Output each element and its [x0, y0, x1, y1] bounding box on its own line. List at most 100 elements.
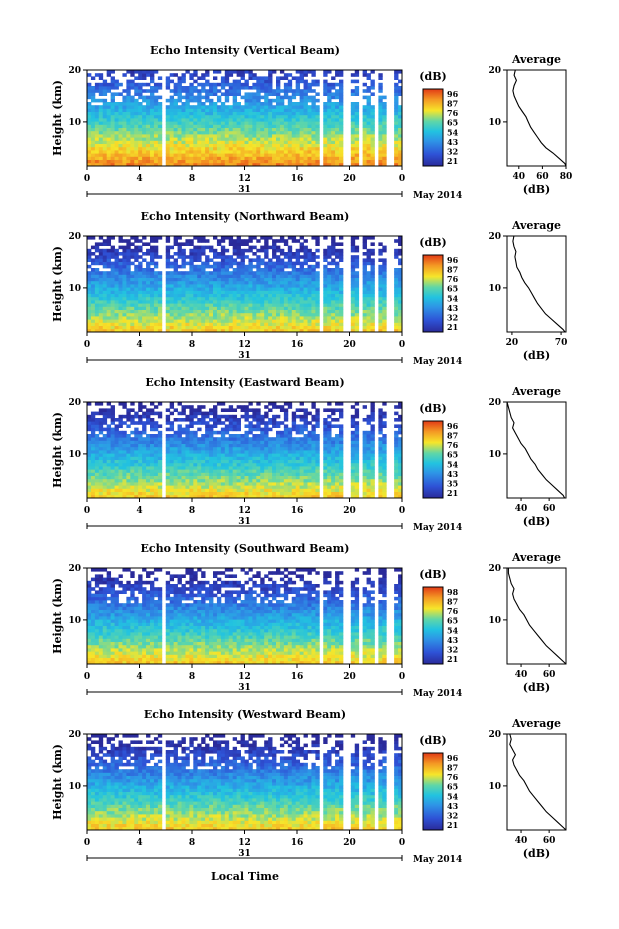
heatmap-cell [177, 284, 182, 288]
heatmap-cell [173, 124, 178, 128]
heatmap-cell [142, 424, 147, 428]
heatmap-cell [276, 105, 281, 109]
average-x-tick-label: 60 [536, 172, 549, 182]
heatmap-cell [366, 156, 371, 160]
heatmap-cell [378, 89, 383, 93]
heatmap-cell [134, 316, 139, 320]
heatmap-cell [228, 408, 234, 412]
heatmap-cell [228, 443, 234, 448]
heatmap-cell [181, 296, 186, 301]
heatmap-cell [209, 82, 214, 87]
heatmap-cell [272, 130, 277, 135]
heatmap-cell [394, 86, 399, 90]
heatmap-cell [236, 488, 241, 492]
heatmap-cell [260, 146, 265, 151]
heatmap-cell [236, 245, 241, 250]
heatmap-cell [272, 98, 277, 103]
heatmap-cell [134, 434, 139, 438]
heatmap-cell [303, 248, 308, 253]
heatmap-cell [197, 408, 202, 412]
heatmap-cell [307, 280, 312, 285]
heatmap-cell [102, 82, 108, 87]
heatmap-cell [240, 293, 245, 298]
heatmap-cell [264, 102, 269, 106]
heatmap-cell [287, 124, 293, 128]
heatmap-cell [287, 137, 293, 141]
heatmap-cell [394, 127, 399, 132]
heatmap-cell [260, 462, 265, 467]
heatmap-cell [228, 434, 234, 438]
heatmap-cell [244, 143, 249, 148]
heatmap-cell [287, 277, 293, 282]
heatmap-cell [283, 89, 289, 93]
heatmap-cell [244, 248, 249, 253]
heatmap-cell [256, 137, 261, 141]
heatmap-cell [350, 130, 356, 135]
heatmap-cell [213, 306, 218, 310]
heatmap-cell [362, 277, 367, 282]
heatmap-cell [122, 248, 127, 253]
heatmap-cell [173, 111, 178, 116]
heatmap-cell [193, 153, 198, 157]
heatmap-cell [220, 328, 226, 333]
heatmap-cell [240, 162, 245, 167]
heatmap-cell [110, 86, 115, 90]
heatmap-cell [382, 140, 387, 144]
heatmap-cell [189, 82, 194, 87]
heatmap-cell [315, 271, 320, 275]
heatmap-cell [224, 478, 230, 483]
heatmap-cell [236, 162, 241, 167]
heatmap-cell [378, 284, 383, 288]
heatmap-cell [272, 287, 277, 291]
heatmap-cell [315, 82, 320, 87]
heatmap-cell [157, 411, 163, 416]
heatmap-cell [378, 127, 383, 132]
heatmap-cell [244, 264, 249, 269]
heatmap-cell [252, 424, 257, 428]
heatmap-cell [150, 162, 155, 167]
heatmap-cell [256, 255, 261, 259]
heatmap-cell [240, 95, 245, 100]
heatmap-cell [153, 312, 159, 317]
heatmap-cell [228, 239, 234, 243]
heatmap-cell [98, 153, 104, 157]
heatmap-cell [287, 73, 293, 77]
heatmap-cell [228, 114, 234, 119]
heatmap-cell [331, 287, 336, 291]
heatmap-cell [87, 482, 92, 486]
heatmap-cell [248, 309, 253, 314]
heatmap-cell [382, 296, 387, 301]
colorbar-tick-label: 32 [447, 146, 458, 156]
heatmap-cell [291, 306, 297, 310]
heatmap-cell [130, 146, 135, 151]
heatmap-cell [240, 284, 245, 288]
heatmap-cell [394, 252, 399, 256]
heatmap-cell [189, 274, 194, 278]
heatmap-cell [98, 121, 104, 125]
heatmap-cell [256, 450, 261, 454]
heatmap-cell [279, 130, 285, 135]
heatmap-cell [94, 280, 100, 285]
heatmap-cell [146, 143, 151, 148]
heatmap-cell [378, 252, 383, 256]
heatmap-cell [315, 293, 320, 298]
heatmap-cell [335, 268, 340, 272]
heatmap-cell [236, 472, 241, 476]
heatmap-cell [197, 92, 202, 96]
heatmap-cell [268, 89, 273, 93]
heatmap-cell [264, 111, 269, 116]
heatmap-cell [173, 446, 178, 451]
heatmap-cell [366, 303, 371, 307]
heatmap-cell [185, 274, 190, 278]
heatmap-cell [146, 140, 151, 144]
heatmap-cell [185, 325, 190, 330]
heatmap-cell [327, 300, 332, 304]
heatmap-cell [142, 258, 147, 262]
heatmap-cell [90, 140, 96, 144]
heatmap-cell [220, 453, 226, 457]
heatmap-cell [106, 159, 112, 164]
heatmap-cell [244, 296, 249, 301]
heatmap-cell [354, 280, 360, 285]
heatmap-cell [382, 325, 387, 330]
heatmap-cell [252, 472, 257, 476]
